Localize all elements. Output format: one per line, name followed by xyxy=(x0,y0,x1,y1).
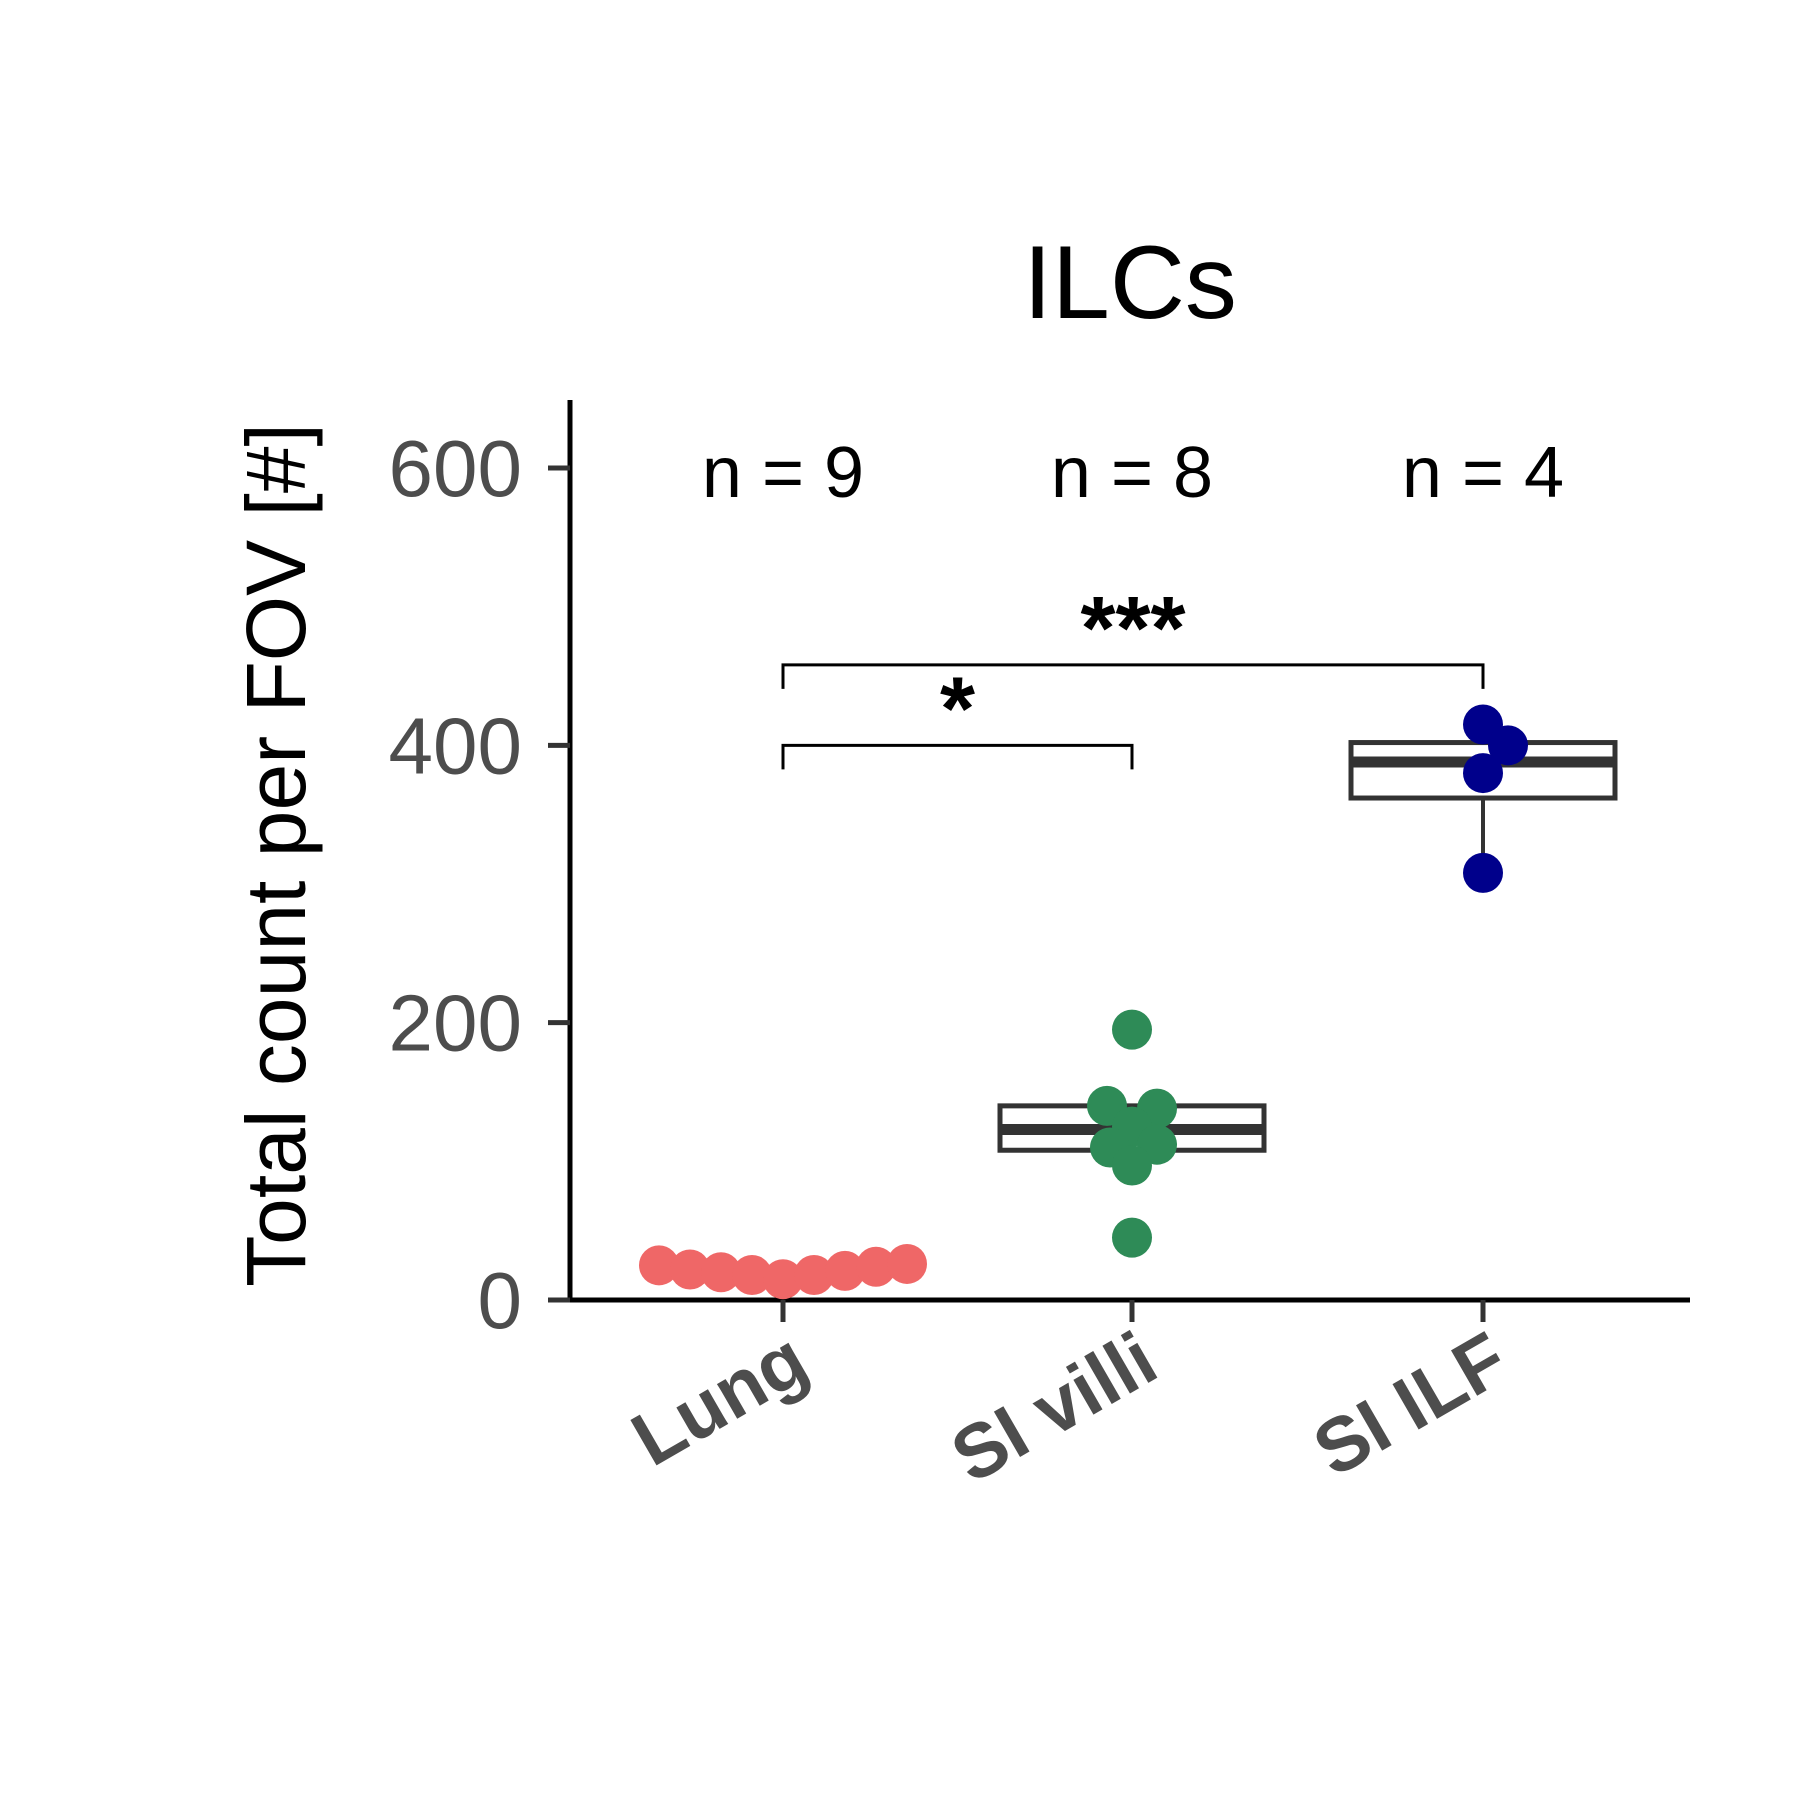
data-point xyxy=(856,1246,896,1287)
chart-title: ILCs xyxy=(1023,225,1237,341)
x-tick-label: Lung xyxy=(618,1316,821,1482)
data-point xyxy=(1112,1145,1152,1186)
data-point xyxy=(763,1259,803,1300)
x-tick-label: SI villi xyxy=(938,1316,1171,1499)
data-point xyxy=(1488,725,1528,766)
y-tick-label: 0 xyxy=(478,1256,523,1345)
significance-bracket xyxy=(781,663,1485,689)
y-axis-label: Total count per FOV [#] xyxy=(229,423,323,1287)
n-count-label: n = 8 xyxy=(1051,433,1213,513)
x-tick-label: SI ILF xyxy=(1300,1316,1522,1493)
data-point xyxy=(1112,1217,1152,1258)
data-point xyxy=(1463,753,1503,794)
y-tick-label: 200 xyxy=(389,979,522,1068)
data-point xyxy=(732,1255,772,1296)
data-point xyxy=(1112,1009,1152,1050)
data-point xyxy=(825,1250,865,1291)
data-point xyxy=(639,1245,679,1286)
significance-label: *** xyxy=(1080,579,1185,679)
data-point xyxy=(887,1243,927,1284)
n-count-label: n = 9 xyxy=(702,433,864,513)
y-tick-label: 400 xyxy=(389,701,522,790)
n-count-label: n = 4 xyxy=(1402,433,1564,513)
data-point xyxy=(1463,852,1503,893)
data-point xyxy=(670,1249,710,1290)
data-point xyxy=(794,1255,834,1296)
plot-area: 0 200 400 600 Lung n = 9 SI villi n = 8 SI ILF n … xyxy=(389,400,1690,1500)
significance-label: * xyxy=(940,659,975,759)
y-tick-label: 600 xyxy=(389,424,522,513)
significance-bracket xyxy=(781,743,1134,770)
data-point xyxy=(701,1252,741,1293)
